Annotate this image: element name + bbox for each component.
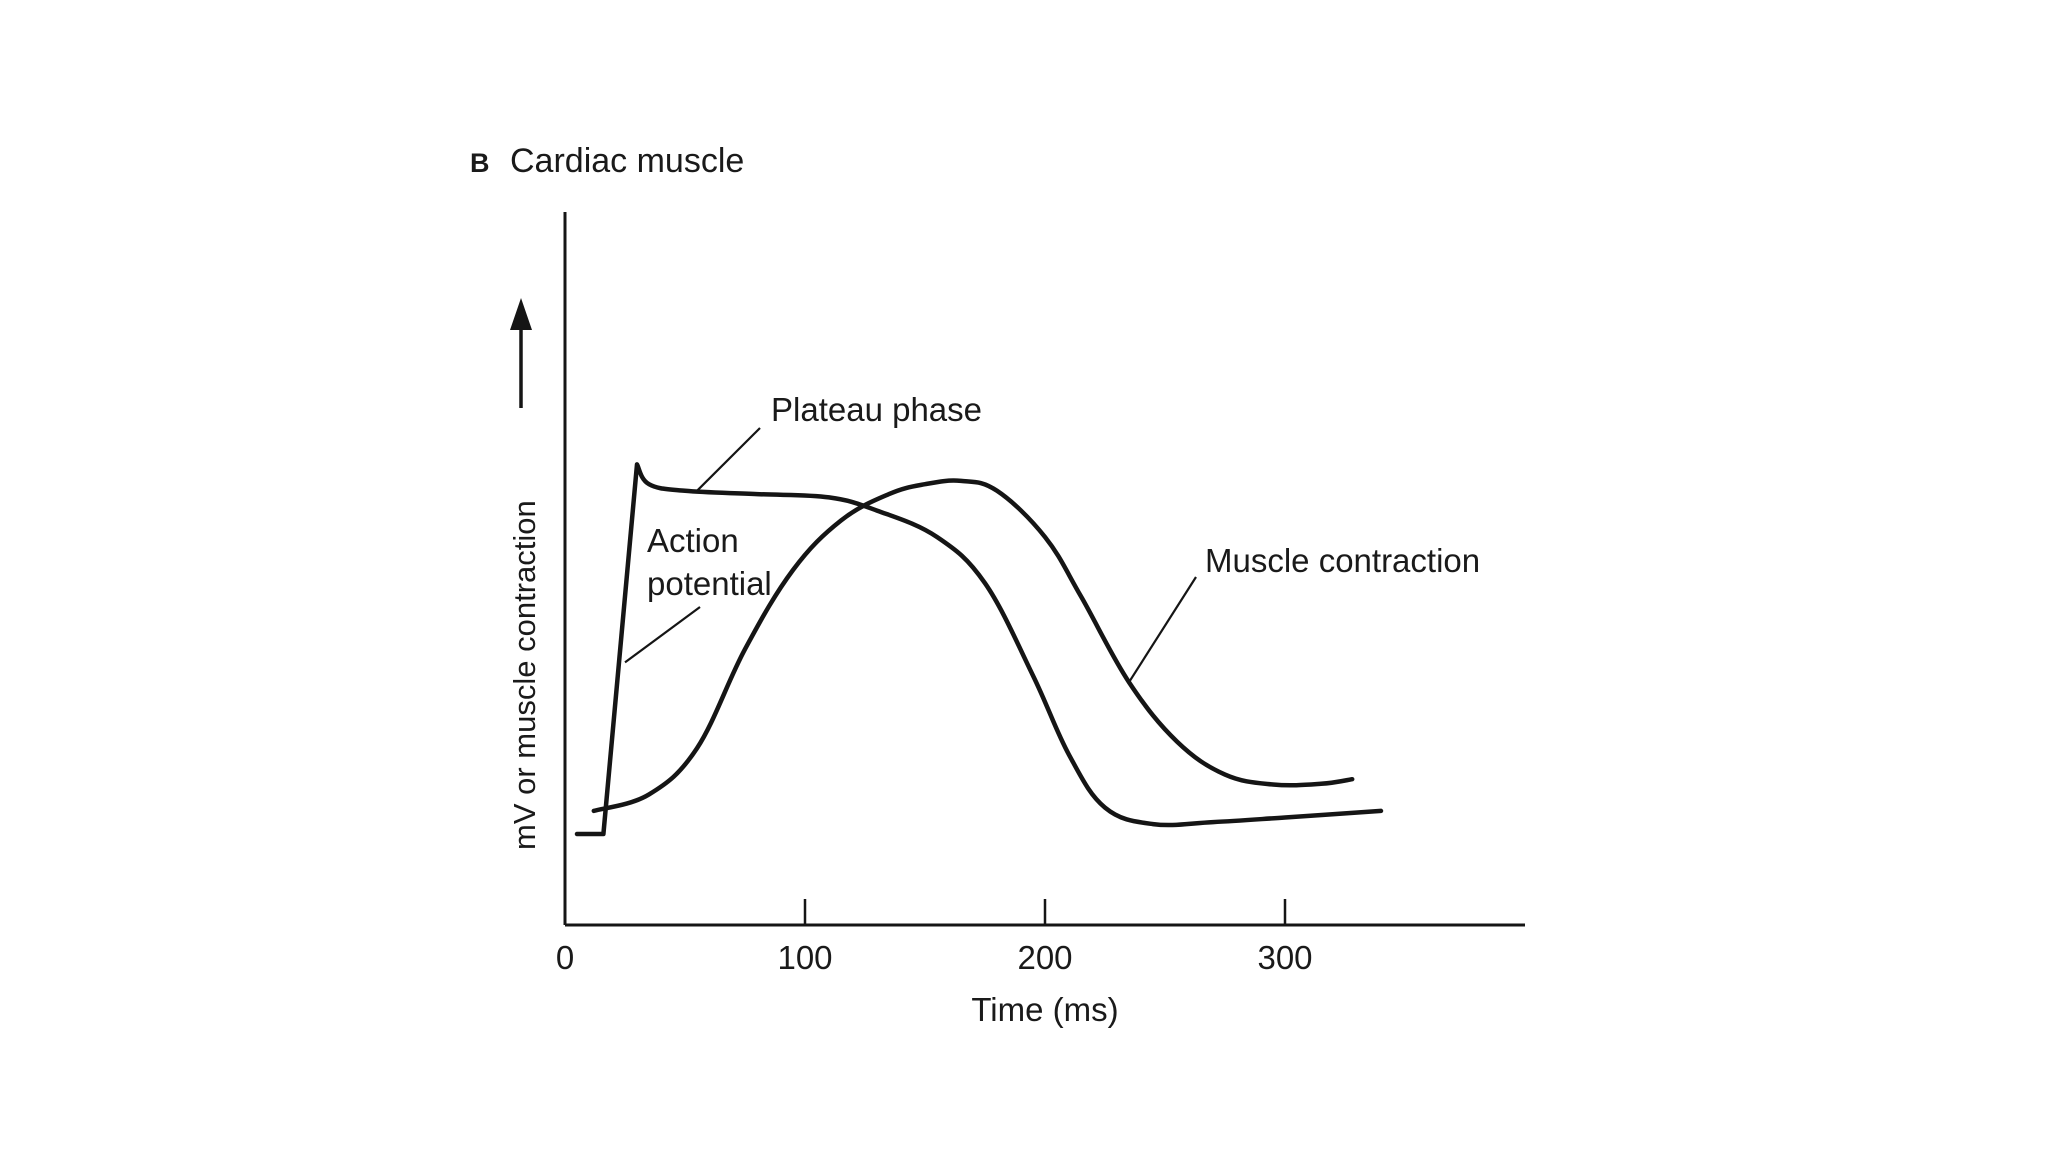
- panel-letter: B: [470, 148, 490, 178]
- x-tick-labels: 0 100 200 300: [556, 939, 1313, 976]
- x-axis-label: Time (ms): [971, 991, 1118, 1028]
- x-ticks: [803, 899, 1287, 925]
- annotation-potential: potential: [647, 565, 772, 602]
- muscle-contraction-curve: [591, 478, 1355, 814]
- action-potential-curve: [574, 462, 1384, 837]
- annotation-plateau-phase: Plateau phase: [771, 391, 982, 428]
- leader-line-0: [696, 427, 761, 492]
- chart-title: Cardiac muscle: [510, 142, 744, 180]
- curves: [574, 462, 1384, 837]
- x-tick-label-0: 0: [556, 939, 574, 976]
- x-tick-label-300: 300: [1257, 939, 1312, 976]
- annotation-leaders: [624, 427, 1197, 683]
- annotation-action: Action: [647, 522, 739, 559]
- leader-line-1: [624, 606, 701, 664]
- y-axis-label: mV or muscle contraction: [507, 500, 542, 850]
- y-axis-arrow-head: [510, 298, 532, 330]
- leader-line-2: [1128, 576, 1197, 683]
- x-tick-label-200: 200: [1017, 939, 1072, 976]
- x-tick-label-100: 100: [777, 939, 832, 976]
- annotation-muscle-contraction: Muscle contraction: [1205, 542, 1480, 579]
